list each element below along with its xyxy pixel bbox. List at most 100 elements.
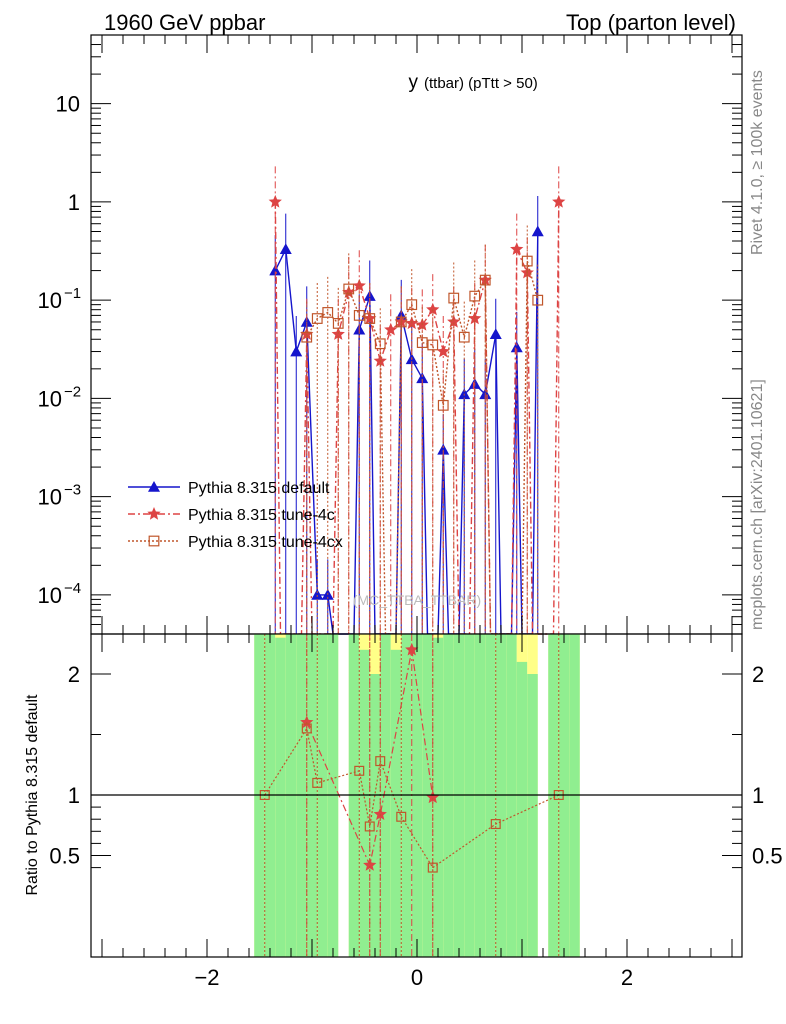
ratio-ytick-label-left-2: 2 xyxy=(68,662,80,687)
legend-marker-0 xyxy=(148,481,160,492)
main-ytick-exp-5: −4 xyxy=(64,580,81,597)
main-marker-2-5 xyxy=(353,309,365,321)
main-marker-0-2 xyxy=(290,345,303,357)
main-marker-2-13 xyxy=(448,292,460,304)
ratio-marker-1-2 xyxy=(312,777,323,788)
main-ytick-label-5: 10 xyxy=(38,583,62,608)
ratio-marker-1-6 xyxy=(396,811,407,822)
main-marker-2-7 xyxy=(374,338,386,350)
main-marker-0-1 xyxy=(279,243,292,255)
ratio-marker-1-3 xyxy=(354,765,365,776)
ratio-marker-1-5 xyxy=(375,756,386,767)
main-marker-0-0 xyxy=(269,264,282,276)
main-marker-1-12 xyxy=(436,344,450,358)
legend: Pythia 8.315 default Pythia 8.315 tune-4c… xyxy=(128,480,343,551)
main-marker-2-1 xyxy=(311,313,323,324)
main-marker-0-16 xyxy=(510,341,523,353)
main-ytick-label-0: 10 xyxy=(56,92,80,117)
ratio-ytick-label-right-1: 1 xyxy=(752,783,764,808)
ratio-marker-0-2 xyxy=(373,807,387,820)
main-marker-1-11 xyxy=(426,302,440,316)
main-marker-2-16 xyxy=(479,274,491,286)
ratio-frame xyxy=(90,633,743,958)
ratio-marker-1-1 xyxy=(301,723,312,734)
main-marker-1-1 xyxy=(300,327,314,340)
ratio-ytick-label-left-1: 1 xyxy=(68,783,80,808)
ratio-band-green-11 xyxy=(369,674,381,957)
main-ytick-exp-2: −1 xyxy=(64,285,81,302)
legend-marker-1 xyxy=(147,507,161,520)
main-marker-1-3 xyxy=(342,285,356,298)
main-marker-2-4 xyxy=(343,283,355,295)
main-marker-1-16 xyxy=(510,242,524,255)
main-marker-2-2 xyxy=(322,307,334,318)
main-ytick-label-2: 10 xyxy=(38,288,62,313)
main-marker-0-4 xyxy=(311,588,324,600)
ratio-xtick-label-1: 0 xyxy=(411,965,423,990)
ratio-band-green-26 xyxy=(527,674,538,957)
mcplots-label: mcplots.cern.ch [arXiv:2401.10621] xyxy=(749,379,766,630)
main-marker-2-0 xyxy=(301,331,313,343)
main-marker-2-17 xyxy=(521,255,533,267)
main-marker-0-17 xyxy=(531,225,544,237)
main-panel: y (ttbar) (pTtt > 50) (MC_TTBA_TTBAR) 10… xyxy=(38,34,743,635)
header-right: Top (parton level) xyxy=(566,10,736,35)
main-marker-2-10 xyxy=(416,337,428,348)
ratio-marker-1-4 xyxy=(364,821,375,832)
watermark: (MC_TTBA_TTBAR) xyxy=(353,592,481,608)
legend-label-0: Pythia 8.315 default xyxy=(188,480,330,497)
main-marker-0-15 xyxy=(489,328,502,340)
ratio-ytick-label-left-0: 0.5 xyxy=(49,844,80,869)
main-marker-0-11 xyxy=(437,443,450,455)
rivet-label: Rivet 4.1.0, ≥ 100k events xyxy=(749,70,766,255)
main-marker-2-14 xyxy=(458,331,470,343)
main-marker-0-10 xyxy=(416,372,429,384)
legend-label-1: Pythia 8.315 tune-4c xyxy=(188,507,335,524)
main-marker-2-6 xyxy=(364,313,376,324)
main-series-layer xyxy=(268,166,566,635)
main-marker-1-0 xyxy=(268,194,282,208)
ratio-marker-0-3 xyxy=(405,642,419,656)
ratio-band-green-17 xyxy=(432,637,444,957)
main-series-line-0 xyxy=(274,231,539,635)
plot-title-sub: (ttbar) (pTtt > 50) xyxy=(424,75,538,92)
main-marker-1-18 xyxy=(552,194,566,208)
ratio-band-green-25 xyxy=(516,661,528,957)
main-marker-1-5 xyxy=(363,311,377,325)
header-left: 1960 GeV ppbar xyxy=(104,10,265,35)
main-marker-1-13 xyxy=(447,315,461,328)
ratio-axes: 0.5 0.5 1 1 2 2 −2 0 2 xyxy=(49,634,783,990)
legend-marker-2 xyxy=(148,535,160,547)
main-ytick-label-4: 10 xyxy=(38,485,62,510)
ratio-marker-0-0 xyxy=(300,715,314,729)
main-marker-2-12 xyxy=(437,399,449,411)
ratio-panel: 0.5 0.5 1 1 2 2 −2 0 2 Ratio to Pythia 8.315 def… xyxy=(24,633,783,990)
ratio-xtick-label-2: 2 xyxy=(621,965,633,990)
plot-title-main: y xyxy=(409,72,419,93)
main-marker-1-7 xyxy=(384,322,398,336)
main-marker-2-15 xyxy=(469,290,481,302)
ratio-ytick-label-right-0: 0.5 xyxy=(752,844,783,869)
main-marker-2-9 xyxy=(406,299,418,311)
main-marker-2-3 xyxy=(332,318,344,329)
main-marker-2-8 xyxy=(395,316,407,328)
main-ytick-exp-3: −2 xyxy=(64,383,81,400)
ratio-band-green-2 xyxy=(275,637,286,957)
main-marker-0-3 xyxy=(300,315,313,327)
main-series-line-2 xyxy=(306,260,539,635)
ratio-ytick-label-right-2: 2 xyxy=(752,662,764,687)
main-ytick-exp-4: −3 xyxy=(64,482,81,499)
ratio-series-line-0 xyxy=(306,649,434,868)
ratio-marker-1-7 xyxy=(427,862,438,873)
main-ytick-label-1: 1 xyxy=(68,190,80,215)
ratio-xtick-label-0: −2 xyxy=(194,965,219,990)
ratio-band-green-10 xyxy=(359,649,370,957)
ratio-ylabel: Ratio to Pythia 8.315 default xyxy=(24,694,41,896)
ratio-marker-0-4 xyxy=(426,790,440,804)
ratio-marker-1-8 xyxy=(490,819,501,830)
main-marker-2-18 xyxy=(532,294,544,306)
main-marker-2-11 xyxy=(427,339,439,351)
ratio-marker-0-1 xyxy=(363,858,377,871)
